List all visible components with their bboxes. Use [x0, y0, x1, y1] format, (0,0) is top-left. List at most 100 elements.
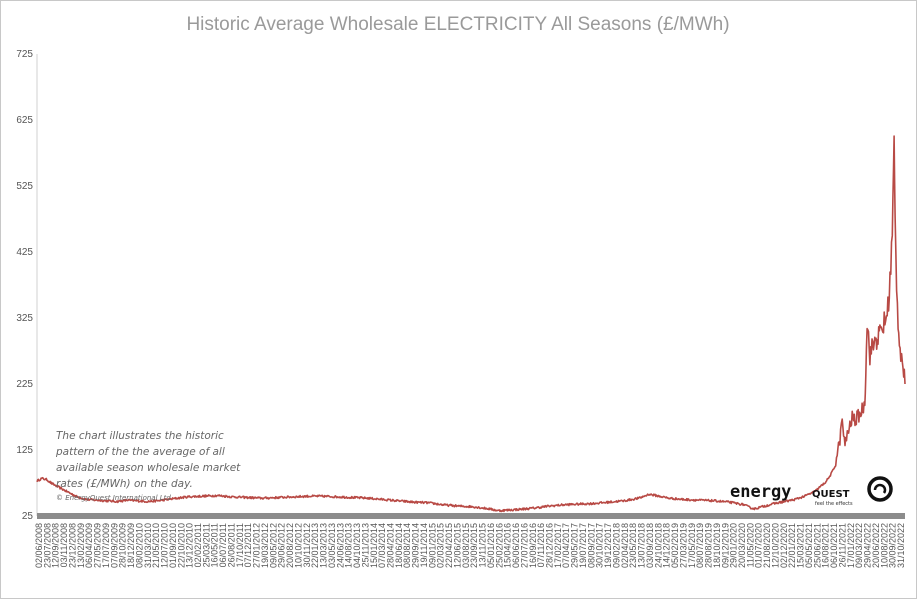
- x-tick-label: 12/07/2010: [160, 523, 170, 568]
- x-tick-label: 22/10/2010: [176, 523, 186, 568]
- series-line: [36, 135, 906, 513]
- x-tick-label: 28/10/2009: [118, 523, 128, 568]
- x-tick-label: 14/08/2013: [344, 523, 354, 568]
- x-tick-label: 19/07/2017: [578, 523, 588, 568]
- x-tick-label: 09/12/2019: [720, 523, 730, 568]
- x-tick-label: 07/03/2014: [377, 523, 387, 568]
- x-tick-label: 23/05/2018: [628, 523, 638, 568]
- x-tick-label: 27/05/2009: [93, 523, 103, 568]
- x-tick-label: 25/03/2011: [201, 523, 211, 567]
- x-tick-label: 27/01/2012: [252, 523, 262, 568]
- x-tick-label: 22/01/2021: [787, 523, 797, 568]
- x-tick-label: 07/12/2011: [243, 523, 253, 567]
- y-tick-label: 525: [16, 181, 33, 192]
- x-tick-label: 09/02/2018: [612, 523, 622, 568]
- x-tick-label: 25/02/2016: [494, 523, 504, 568]
- x-tick-label: 09/05/2012: [268, 523, 278, 568]
- x-tick-label: 10/08/2022: [879, 523, 889, 568]
- x-tick-label: 28/04/2014: [386, 523, 396, 568]
- x-tick-label: 24/06/2013: [335, 523, 345, 568]
- x-tick-label: 06/07/2011: [218, 523, 228, 567]
- annotation-line-4: rates (£/MWh) on the day.: [56, 478, 193, 490]
- annotation-line-2: pattern of the the average of all: [55, 446, 225, 458]
- x-tick-label: 08/09/2017: [586, 523, 596, 568]
- x-tick-label: 02/04/2018: [620, 523, 630, 568]
- energyquest-logo: energy QUEST feel the effects: [730, 476, 893, 507]
- x-tick-label: 16/05/2011: [210, 523, 220, 567]
- x-tick-label: 06/06/2016: [511, 523, 521, 568]
- x-tick-label: 08/02/2010: [134, 523, 144, 568]
- x-tick-label: 18/10/2019: [712, 523, 722, 568]
- x-tick-label: 03/09/2018: [645, 523, 655, 568]
- x-tick-label: 05/02/2019: [670, 523, 680, 568]
- x-tick-label: 13/02/2009: [76, 523, 86, 568]
- x-tick-label: 02/03/2015: [436, 523, 446, 568]
- x-axis-band: [37, 513, 905, 519]
- y-tick-label: 125: [16, 445, 33, 456]
- chart-title: Historic Average Wholesale ELECTRICITY A…: [186, 14, 729, 35]
- x-tick-label: 13/07/2018: [637, 523, 647, 568]
- x-tick-label: 18/12/2009: [126, 523, 136, 568]
- annotation-note: The chart illustrates the historic patte…: [55, 430, 241, 502]
- x-tick-label: 16/09/2016: [528, 523, 538, 568]
- x-tick-label: 21/05/2010: [151, 523, 161, 568]
- x-tick-label: 19/03/2012: [260, 523, 270, 568]
- y-tick-labels: 25 125 225 325 425 525 625 725: [16, 49, 33, 522]
- x-tick-label: 12/10/2020: [771, 523, 781, 568]
- x-tick-label: 29/06/2012: [277, 523, 287, 568]
- x-tick-label: 03/08/2015: [461, 523, 471, 568]
- x-tick-label: 24/10/2018: [653, 523, 663, 568]
- x-tick-labels: 02/06/200823/07/200812/09/200803/11/2008…: [34, 523, 906, 568]
- x-tick-label: 17/02/2017: [553, 523, 563, 568]
- x-tick-label: 29/01/2020: [729, 523, 739, 568]
- x-tick-label: 18/06/2014: [394, 523, 404, 568]
- x-tick-label: 15/01/2014: [369, 523, 379, 568]
- x-tick-label: 03/11/2008: [59, 523, 69, 567]
- x-tick-label: 20/03/2020: [737, 523, 747, 568]
- x-tick-label: 20/08/2012: [285, 523, 295, 568]
- x-tick-label: 07/04/2017: [561, 523, 571, 568]
- x-tick-label: 06/04/2009: [84, 523, 94, 568]
- x-tick-label: 09/01/2015: [427, 523, 437, 568]
- x-tick-label: 08/08/2014: [402, 523, 412, 568]
- y-tick-label: 725: [16, 49, 33, 60]
- x-tick-label: 12/09/2008: [51, 523, 61, 568]
- x-tick-label: 13/03/2013: [319, 523, 329, 568]
- x-tick-label: 17/10/2011: [235, 523, 245, 567]
- x-tick-label: 30/11/2012: [302, 523, 312, 567]
- logo-word-energy: energy: [730, 482, 791, 502]
- x-tick-label: 02/12/2020: [779, 523, 789, 568]
- x-tick-label: 05/05/2021: [804, 523, 814, 568]
- x-tick-label: 31/10/2022: [896, 523, 906, 568]
- plot-area: [36, 135, 906, 513]
- x-tick-label: 12/06/2015: [452, 523, 462, 568]
- x-tick-label: 31/03/2010: [143, 523, 153, 568]
- x-tick-label: 23/07/2008: [42, 523, 52, 568]
- y-tick-label: 625: [16, 115, 33, 126]
- x-tick-label: 21/08/2020: [762, 523, 772, 568]
- y-tick-label: 225: [16, 379, 33, 390]
- x-tick-label: 08/07/2019: [695, 523, 705, 568]
- x-tick-label: 17/01/2022: [846, 523, 856, 568]
- x-tick-label: 05/01/2016: [486, 523, 496, 568]
- x-tick-label: 02/06/2008: [34, 523, 44, 568]
- x-tick-label: 09/03/2022: [854, 523, 864, 568]
- x-tick-label: 11/05/2020: [745, 523, 755, 567]
- x-tick-label: 22/01/2013: [310, 523, 320, 568]
- x-tick-label: 01/07/2020: [754, 523, 764, 568]
- x-tick-label: 07/09/2009: [109, 523, 119, 568]
- x-tick-label: 17/05/2019: [687, 523, 697, 568]
- y-tick-label: 25: [22, 511, 34, 522]
- x-tick-label: 25/06/2021: [812, 523, 822, 568]
- logo-swirl-icon: [867, 476, 893, 502]
- x-tick-label: 01/09/2010: [168, 523, 178, 568]
- x-tick-label: 20/06/2022: [871, 523, 881, 568]
- y-tick-label: 425: [16, 247, 33, 258]
- x-tick-label: 25/11/2013: [360, 523, 370, 567]
- x-tick-label: 30/10/2017: [595, 523, 605, 568]
- x-tick-label: 19/12/2017: [603, 523, 613, 568]
- x-tick-label: 16/08/2021: [821, 523, 831, 568]
- logo-word-quest: QUEST: [812, 489, 850, 500]
